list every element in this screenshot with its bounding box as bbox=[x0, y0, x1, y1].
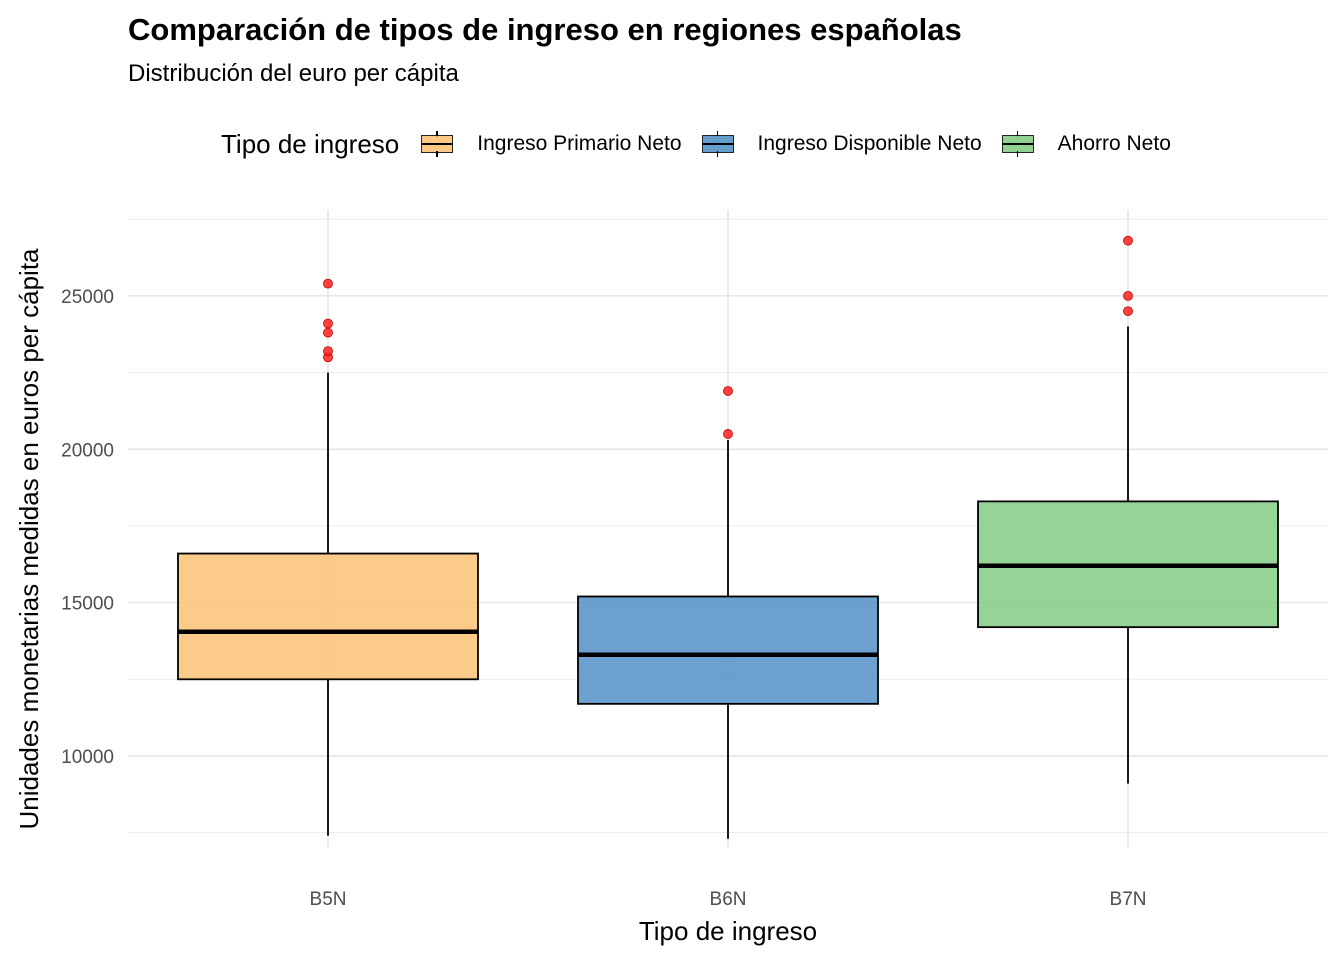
legend: Tipo de ingreso Ingreso Primario Neto In… bbox=[221, 124, 1189, 164]
x-tick-label: B5N bbox=[310, 889, 347, 910]
x-tick-label: B7N bbox=[1110, 889, 1147, 910]
x-axis-title: Tipo de ingreso bbox=[639, 916, 817, 946]
outlier-point bbox=[323, 346, 333, 356]
legend-label: Ingreso Primario Neto bbox=[477, 132, 682, 155]
x-tick-label: B6N bbox=[710, 889, 747, 910]
outlier-point bbox=[1123, 290, 1133, 301]
chart-subtitle: Distribución del euro per cápita bbox=[128, 60, 459, 87]
legend-item-ingreso-primario-neto: Ingreso Primario Neto bbox=[419, 131, 682, 157]
legend-label: Ingreso Disponible Neto bbox=[757, 132, 982, 155]
outlier-point bbox=[1123, 306, 1133, 317]
outlier-point bbox=[323, 278, 333, 289]
legend-swatch bbox=[419, 131, 455, 157]
outlier-point bbox=[323, 327, 333, 338]
box-b6n bbox=[577, 386, 879, 839]
legend-swatch bbox=[1000, 131, 1036, 157]
y-tick-label: 10000 bbox=[61, 747, 114, 768]
y-tick-label: 25000 bbox=[61, 287, 114, 308]
outlier-point bbox=[723, 429, 733, 439]
box-b7n bbox=[977, 235, 1279, 784]
legend-item-ahorro-neto: Ahorro Neto bbox=[1000, 131, 1171, 157]
y-axis-title: Unidades monetarias medidas en euros per… bbox=[14, 248, 44, 830]
legend-title: Tipo de ingreso bbox=[221, 128, 400, 159]
y-tick-label: 20000 bbox=[61, 440, 114, 461]
outlier-point bbox=[1123, 235, 1133, 246]
outlier-point bbox=[723, 386, 733, 396]
y-tick-label: 15000 bbox=[61, 594, 114, 615]
box-iqr bbox=[577, 595, 879, 705]
outlier-point bbox=[323, 318, 333, 329]
legend-label: Ahorro Neto bbox=[1057, 132, 1171, 155]
box-b5n bbox=[177, 278, 479, 836]
legend-item-ingreso-disponible-neto: Ingreso Disponible Neto bbox=[700, 131, 982, 157]
box-iqr bbox=[177, 552, 479, 681]
chart-title: Comparación de tipos de ingreso en regio… bbox=[128, 12, 962, 47]
legend-swatch bbox=[700, 131, 736, 157]
